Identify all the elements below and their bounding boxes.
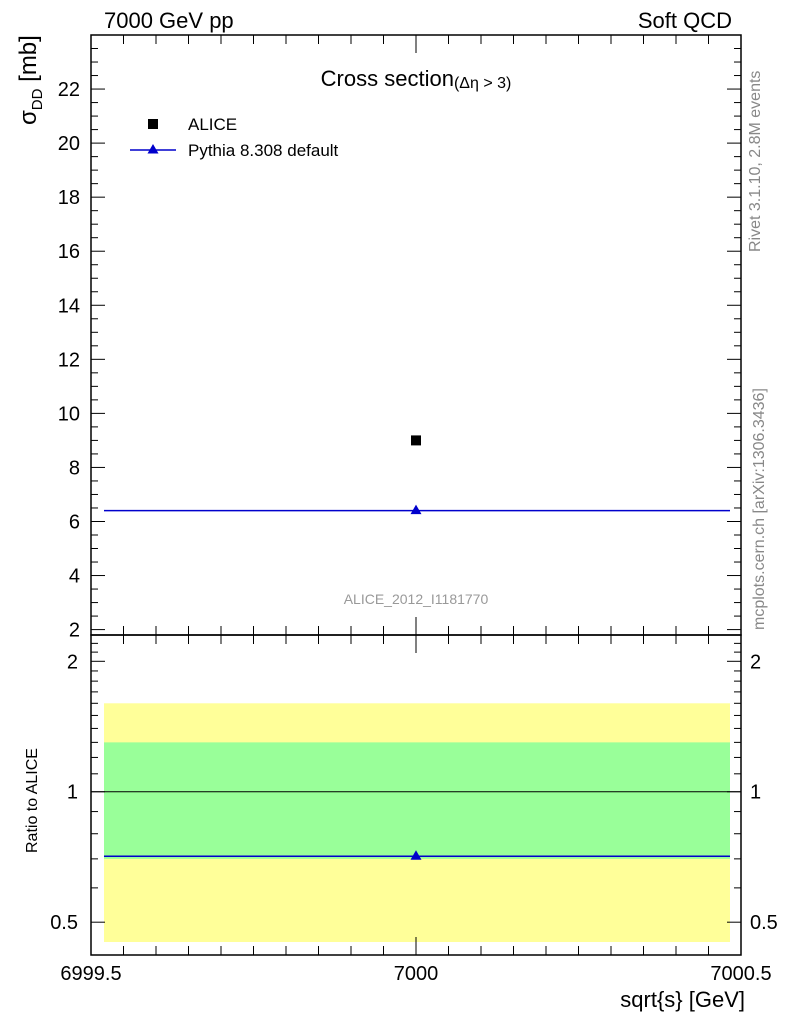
pythia-ratio-point	[410, 850, 422, 860]
main-y-tick-label: 16	[58, 241, 80, 263]
legend-pythia-marker	[147, 144, 159, 154]
ratio-y-tick-label-right: 0.5	[750, 912, 778, 934]
main-y-tick-label: 8	[69, 457, 80, 479]
main-y-axis: 2 4 6 8 10 12 14 16 18 20 22	[58, 48, 741, 642]
legend-alice-marker	[148, 119, 158, 129]
chart-title-main: Cross section	[321, 66, 454, 91]
ratio-y-tick-label: 2	[67, 651, 78, 673]
x-axis: 6999.5 7000 7000.5	[60, 35, 772, 985]
analysis-watermark: ALICE_2012_I1181770	[344, 591, 489, 607]
mcplots-info: mcplots.cern.ch [arXiv:1306.3436]	[751, 388, 768, 630]
main-y-tick-label: 14	[58, 295, 80, 317]
main-y-label-unit: [mb]	[15, 35, 42, 88]
main-y-label: σDD [mb]	[15, 35, 46, 125]
main-y-tick-label: 12	[58, 349, 80, 371]
legend-alice-label: ALICE	[188, 115, 237, 134]
main-y-tick-label: 20	[58, 133, 80, 155]
rivet-info: Rivet 3.1.10, 2.8M events	[747, 71, 764, 252]
alice-point	[411, 435, 421, 446]
ratio-y-tick-label-right: 2	[750, 651, 761, 673]
data-marks	[104, 435, 730, 860]
main-y-tick-label: 10	[58, 403, 80, 425]
ratio-band-inner	[104, 742, 730, 859]
main-y-tick-label: 6	[69, 511, 80, 533]
main-y-tick-label: 2	[69, 620, 80, 642]
x-tick-label: 7000	[394, 963, 439, 985]
ratio-y-label: Ratio to ALICE	[24, 748, 41, 853]
chart-title: Cross section(Δη > 3)	[321, 66, 512, 92]
ratio-y-tick-label: 1	[67, 782, 78, 804]
main-y-label-sub: DD	[29, 88, 46, 110]
main-y-label-symbol: σ	[15, 110, 42, 125]
ratio-y-axis: 0.5 0.5 1 1 2 2	[50, 642, 778, 934]
main-y-tick-label: 4	[69, 566, 80, 588]
x-axis-label: sqrt{s} [GeV]	[620, 987, 745, 1012]
x-tick-label: 6999.5	[60, 963, 121, 985]
ratio-y-tick-label: 0.5	[50, 912, 78, 934]
legend-pythia-label: Pythia 8.308 default	[188, 141, 339, 160]
pythia-point	[410, 504, 422, 515]
ratio-y-tick-label-right: 1	[750, 782, 761, 804]
main-y-tick-label: 18	[58, 187, 80, 209]
chart-title-sub: (Δη > 3)	[454, 75, 511, 92]
main-y-tick-label: 22	[58, 79, 80, 101]
header-right: Soft QCD	[638, 8, 732, 33]
header-left: 7000 GeV pp	[104, 8, 234, 33]
x-tick-label: 7000.5	[710, 963, 771, 985]
